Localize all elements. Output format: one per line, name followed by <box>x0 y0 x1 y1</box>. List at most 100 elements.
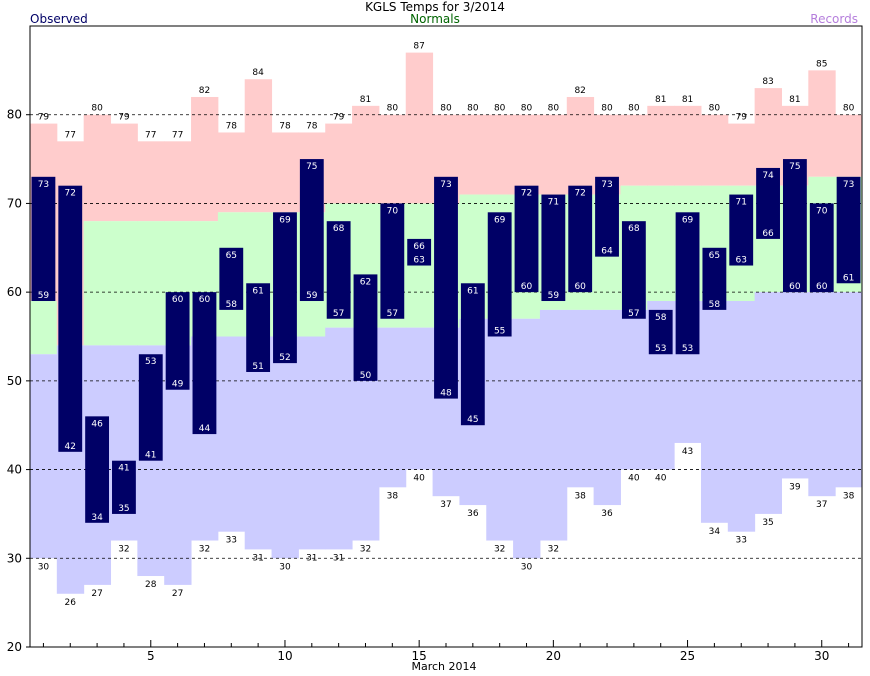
observed-high-label: 58 <box>655 313 667 323</box>
record-low-label: 28 <box>145 580 157 590</box>
y-tick-label: 60 <box>7 285 22 299</box>
observed-low-label: 42 <box>65 442 76 452</box>
record-low-label: 32 <box>118 545 129 555</box>
record-high-label: 77 <box>172 130 183 140</box>
record-high-band <box>405 52 434 204</box>
observed-low-label: 57 <box>333 309 344 319</box>
observed-bar <box>58 185 83 452</box>
y-tick-label: 70 <box>7 196 22 210</box>
record-high-label: 81 <box>360 95 371 105</box>
record-low-label: 31 <box>333 553 344 563</box>
record-label-layer: 79 30 77 26 80 27 79 32 77 28 77 27 82 32 78 33 84 31 78 30… <box>38 42 855 608</box>
record-low-band <box>727 301 756 532</box>
observed-low-label: 58 <box>709 300 721 310</box>
record-high-band <box>378 114 407 204</box>
record-low-label: 33 <box>735 536 746 546</box>
observed-low-label: 45 <box>467 415 478 425</box>
record-high-label: 77 <box>65 130 76 140</box>
chart-title: KGLS Temps for 3/2014 <box>365 0 505 14</box>
observed-high-label: 73 <box>38 180 49 190</box>
record-high-label: 80 <box>91 104 103 114</box>
record-low-label: 27 <box>172 589 183 599</box>
observed-low-label: 58 <box>226 300 238 310</box>
observed-bar <box>219 247 244 310</box>
record-high-label: 87 <box>413 42 424 52</box>
record-high-label: 80 <box>628 104 640 114</box>
record-low-label: 31 <box>306 553 317 563</box>
observed-high-label: 71 <box>735 198 746 208</box>
x-tick-label: 15 <box>412 649 427 663</box>
observed-layer: 73 59 72 42 46 34 41 35 53 41 60 49 60 44 65 58 61 51 69 52… <box>31 159 861 523</box>
record-high-band <box>539 114 568 195</box>
observed-low-label: 44 <box>199 424 211 434</box>
normal-band <box>30 301 58 355</box>
record-high-label: 81 <box>682 95 693 105</box>
observed-bar <box>595 176 619 257</box>
record-high-label: 78 <box>306 121 318 131</box>
record-low-label: 40 <box>628 474 640 484</box>
record-low-band <box>754 292 782 514</box>
observed-high-label: 75 <box>306 162 317 172</box>
record-high-band <box>566 96 595 195</box>
record-high-band <box>191 96 219 222</box>
observed-high-label: 61 <box>467 286 478 296</box>
observed-bar <box>621 221 646 319</box>
observed-bar <box>192 292 217 435</box>
record-high-band <box>164 141 192 222</box>
observed-bar <box>165 292 190 390</box>
observed-bar <box>273 212 297 364</box>
record-low-label: 35 <box>762 518 773 528</box>
observed-bar <box>541 194 566 302</box>
observed-bar <box>487 212 512 337</box>
observed-low-label: 60 <box>521 282 533 292</box>
record-low-label: 27 <box>91 589 102 599</box>
observed-bar <box>809 203 834 293</box>
x-tick-label: 30 <box>814 649 829 663</box>
legend-records: Records <box>810 12 858 26</box>
observed-bar <box>353 274 378 381</box>
observed-high-label: 73 <box>601 180 612 190</box>
record-high-label: 80 <box>521 104 533 114</box>
record-low-band <box>513 318 541 559</box>
observed-high-label: 53 <box>145 357 156 367</box>
record-high-label: 80 <box>601 104 613 114</box>
record-low-band <box>30 354 58 559</box>
observed-low-label: 64 <box>601 247 613 257</box>
record-low-label: 30 <box>279 562 291 572</box>
record-high-label: 79 <box>38 113 50 123</box>
observed-bar <box>407 238 432 266</box>
record-high-label: 79 <box>735 113 747 123</box>
x-tick-label: 25 <box>680 649 695 663</box>
normal-band <box>110 221 138 346</box>
record-low-label: 34 <box>709 527 721 537</box>
record-low-label: 36 <box>601 509 613 519</box>
legend-normals: Normals <box>410 12 460 26</box>
observed-high-label: 65 <box>226 251 237 261</box>
record-high-label: 78 <box>279 121 291 131</box>
observed-high-label: 61 <box>252 286 263 296</box>
observed-low-label: 61 <box>843 273 854 283</box>
observed-low-label: 63 <box>413 256 424 266</box>
observed-low-label: 51 <box>252 362 263 372</box>
record-low-band <box>620 309 648 470</box>
x-axis-label: March 2014 <box>411 660 477 673</box>
record-low-label: 37 <box>440 500 451 510</box>
record-high-label: 82 <box>574 86 585 96</box>
observed-bar <box>246 283 271 372</box>
record-low-band <box>566 309 595 488</box>
record-low-band <box>593 309 621 506</box>
record-high-label: 80 <box>548 104 560 114</box>
observed-bar <box>112 460 136 514</box>
record-low-label: 38 <box>574 491 586 501</box>
record-high-label: 80 <box>440 104 452 114</box>
observed-high-label: 69 <box>494 215 506 225</box>
record-low-label: 32 <box>548 545 559 555</box>
normal-band <box>647 185 675 302</box>
observed-bar <box>299 159 324 302</box>
observed-high-label: 70 <box>387 206 399 216</box>
observed-high-label: 41 <box>118 464 129 474</box>
y-tick-label: 50 <box>7 374 22 388</box>
observed-high-label: 70 <box>816 206 828 216</box>
record-low-label: 39 <box>789 482 801 492</box>
observed-high-label: 60 <box>172 295 184 305</box>
